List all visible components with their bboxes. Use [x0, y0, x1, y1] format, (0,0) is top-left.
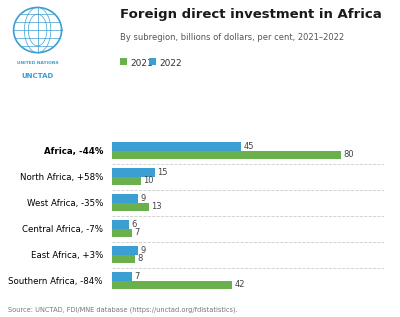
Bar	[112, 220, 129, 229]
Text: 45: 45	[243, 142, 254, 151]
Text: 13: 13	[152, 202, 162, 211]
Bar	[112, 229, 132, 237]
Bar	[112, 168, 155, 177]
Bar	[112, 177, 141, 185]
Bar	[112, 246, 138, 255]
Text: UNITED NATIONS: UNITED NATIONS	[17, 61, 58, 65]
Bar	[112, 255, 135, 263]
Text: 42: 42	[234, 280, 245, 289]
Bar	[112, 272, 132, 281]
Text: UNCTAD: UNCTAD	[22, 74, 54, 80]
Text: 80: 80	[343, 150, 354, 159]
Text: 6: 6	[132, 220, 137, 229]
Text: 2022: 2022	[160, 59, 182, 68]
Text: 7: 7	[134, 272, 140, 281]
Text: 9: 9	[140, 246, 145, 255]
Text: 15: 15	[157, 168, 168, 177]
Bar	[112, 194, 138, 203]
Text: Source: UNCTAD, FDI/MNE database (https://unctad.org/fdistatistics).: Source: UNCTAD, FDI/MNE database (https:…	[8, 307, 238, 313]
Text: 9: 9	[140, 194, 145, 203]
Text: 10: 10	[143, 176, 154, 185]
Bar	[112, 142, 241, 151]
Text: 7: 7	[134, 228, 140, 237]
Text: By subregion, billions of dollars, per cent, 2021–2022: By subregion, billions of dollars, per c…	[120, 33, 344, 42]
Text: 2021: 2021	[130, 59, 153, 68]
Bar	[112, 281, 232, 289]
Bar	[112, 151, 341, 159]
Text: Foreign direct investment in Africa: Foreign direct investment in Africa	[120, 8, 382, 21]
Text: 8: 8	[137, 254, 142, 263]
Bar	[112, 203, 149, 211]
